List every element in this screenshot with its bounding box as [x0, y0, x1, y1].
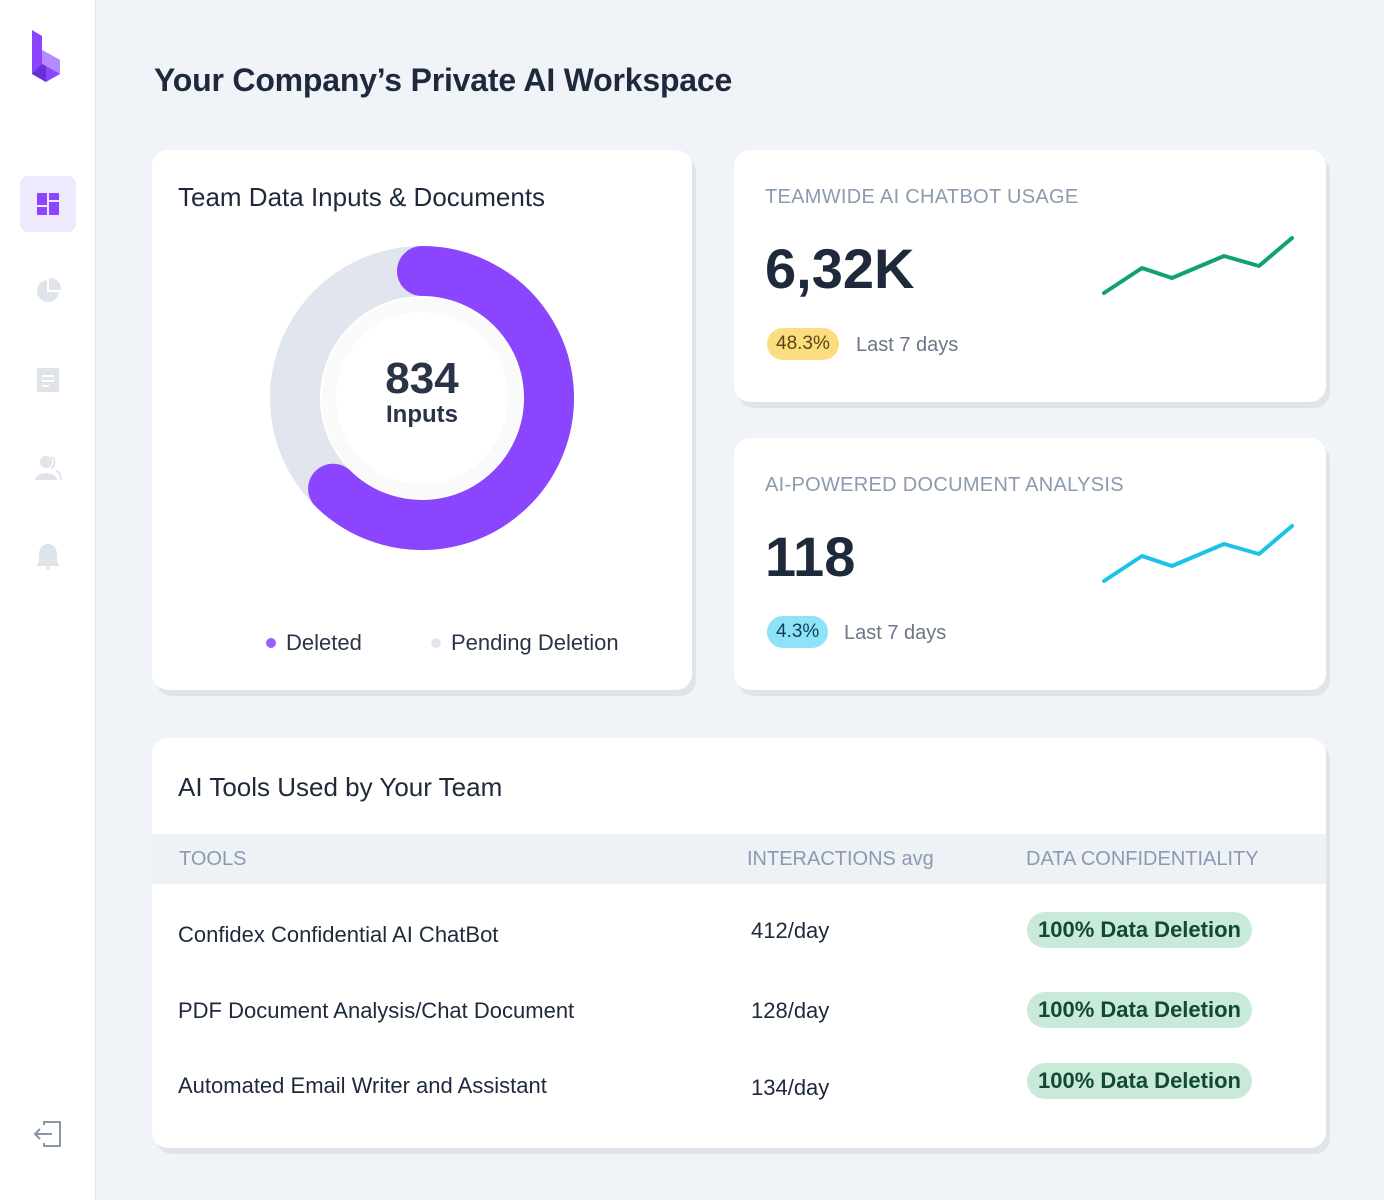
dashboard-icon — [37, 193, 59, 215]
sidebar-item-documents[interactable] — [20, 352, 76, 408]
donut-inner — [336, 312, 508, 484]
users-icon — [35, 456, 62, 481]
column-header-interactions[interactable]: INTERACTIONS avg — [747, 848, 934, 870]
tool-name: PDF Document Analysis/Chat Document — [178, 998, 575, 1023]
stat-label: TEAMWIDE AI CHATBOT USAGE — [765, 186, 1079, 208]
document-icon — [37, 368, 59, 392]
column-header-confidentiality[interactable]: DATA CONFIDENTIALITY — [1026, 848, 1259, 870]
confidentiality-badge: 100% Data Deletion — [1027, 992, 1252, 1028]
table-header: TOOLS INTERACTIONS avg DATA CONFIDENTIAL… — [152, 834, 1326, 884]
page-title: Your Company’s Private AI Workspace — [154, 62, 733, 98]
tool-interactions: 134/day — [751, 1075, 830, 1100]
donut-card-title: Team Data Inputs & Documents — [178, 182, 546, 212]
sidebar-item-analytics[interactable] — [20, 263, 76, 319]
change-badge: 48.3% — [767, 328, 839, 360]
stat-period: Last 7 days — [856, 334, 959, 356]
donut-center: 834 Inputs — [322, 356, 522, 428]
stat-period: Last 7 days — [844, 622, 947, 644]
donut-card: Team Data Inputs & Documents 834 Inputs … — [152, 150, 692, 690]
logo-icon[interactable] — [28, 28, 68, 84]
legend-dot — [431, 638, 441, 648]
stat-value: 118 — [765, 525, 856, 588]
stat-value: 6,32K — [765, 237, 915, 300]
column-header-tools[interactable]: TOOLS — [179, 848, 247, 870]
legend-dot — [266, 638, 276, 648]
legend-item-pending: Pending Deletion — [431, 630, 619, 656]
table-title: AI Tools Used by Your Team — [178, 772, 503, 802]
table-row[interactable]: Confidex Confidential AI ChatBot 412/day… — [152, 904, 1326, 964]
sparkline-documents — [1102, 524, 1294, 583]
sidebar-item-dashboard[interactable] — [20, 176, 76, 232]
confidentiality-badge: 100% Data Deletion — [1027, 912, 1252, 948]
pie-chart-icon — [37, 277, 62, 302]
legend-label: Deleted — [286, 630, 362, 655]
change-badge: 4.3% — [767, 616, 829, 648]
donut-chart — [270, 246, 574, 550]
stat-card-chatbot-usage: TEAMWIDE AI CHATBOT USAGE 6,32K 48.3% La… — [734, 150, 1326, 402]
tools-table-card: AI Tools Used by Your Team TOOLS INTERAC… — [152, 738, 1326, 1148]
legend-item-deleted: Deleted — [266, 630, 362, 656]
donut-label: Inputs — [386, 401, 458, 428]
table-row[interactable]: Automated Email Writer and Assistant 134… — [152, 1061, 1326, 1121]
donut-value: 834 — [385, 354, 459, 403]
stat-card-document-analysis: AI-POWERED DOCUMENT ANALYSIS 118 4.3% La… — [734, 438, 1326, 690]
logout-icon[interactable] — [32, 1118, 64, 1150]
bell-icon — [37, 544, 59, 570]
tool-interactions: 412/day — [751, 918, 830, 943]
sidebar — [0, 0, 96, 1200]
tool-interactions: 128/day — [751, 998, 830, 1023]
donut-segment-deleted — [308, 246, 574, 550]
legend-label: Pending Deletion — [451, 630, 619, 655]
tool-name: Automated Email Writer and Assistant — [178, 1073, 547, 1098]
tool-name: Confidex Confidential AI ChatBot — [178, 922, 499, 947]
stat-label: AI-POWERED DOCUMENT ANALYSIS — [765, 474, 1124, 496]
sidebar-item-users[interactable] — [20, 440, 76, 496]
table-row[interactable]: PDF Document Analysis/Chat Document 128/… — [152, 984, 1326, 1044]
sidebar-item-notifications[interactable] — [20, 528, 76, 584]
sparkline-chatbot — [1102, 236, 1294, 295]
confidentiality-badge: 100% Data Deletion — [1027, 1063, 1252, 1099]
